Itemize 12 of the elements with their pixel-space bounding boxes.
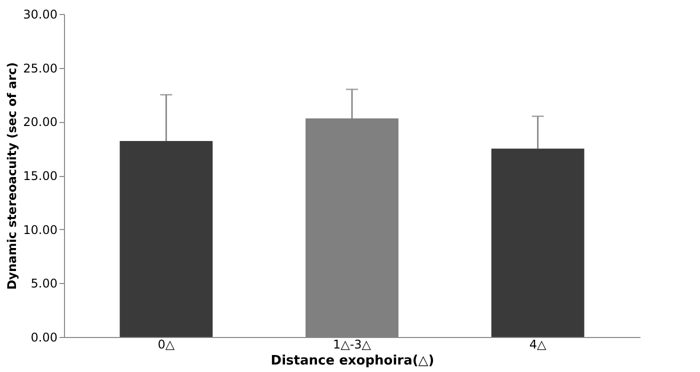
y-tick-label: 10.00 [23, 222, 58, 237]
x-tick-label: 4△ [529, 338, 548, 352]
y-tick-label: 15.00 [23, 169, 58, 183]
y-tick-label: 20.00 [23, 115, 58, 130]
y-tick-label: 25.00 [23, 61, 58, 76]
y-tick-label: 0.00 [30, 330, 58, 344]
y-tick-label: 5.00 [30, 276, 58, 291]
y-axis-title: Dynamic stereoacuity (sec of arc) [5, 62, 20, 290]
y-tick-label: 30.00 [23, 8, 58, 22]
x-tick-label: 0△ [158, 338, 176, 352]
x-tick-label: 1△-3△ [332, 338, 372, 352]
x-axis-title: Distance exophoira(△) [270, 354, 434, 368]
